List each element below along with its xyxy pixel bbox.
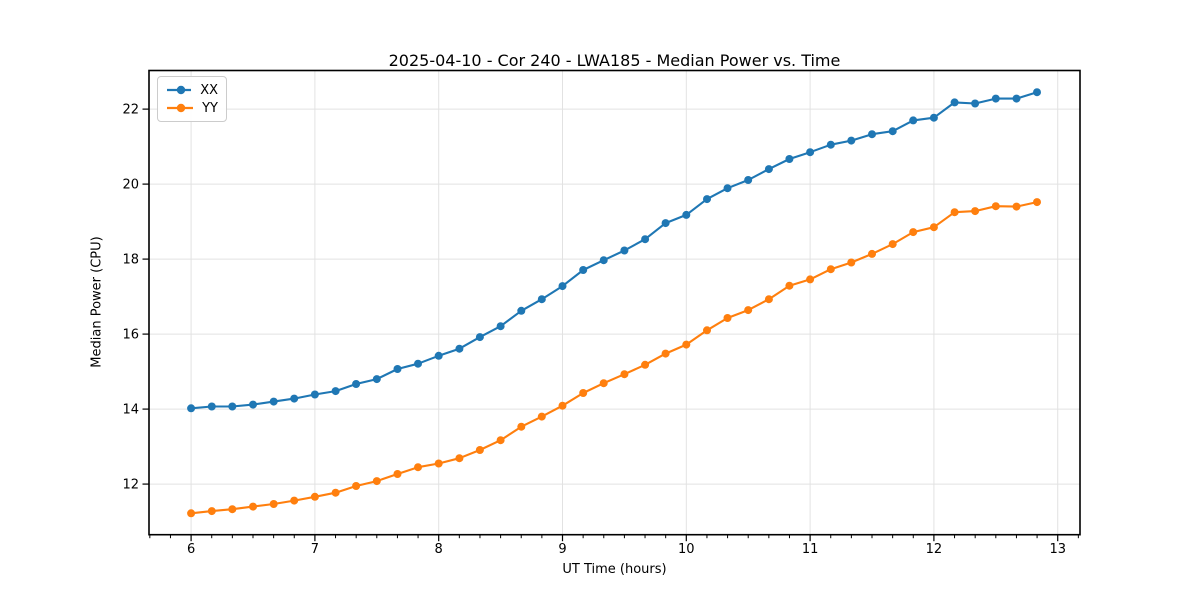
svg-text:18: 18 — [122, 253, 139, 268]
svg-text:6: 6 — [187, 542, 195, 557]
svg-text:10: 10 — [678, 542, 695, 557]
legend-line-marker-yy-icon — [167, 103, 194, 113]
svg-text:11: 11 — [802, 542, 819, 557]
legend-label-xx: XX — [200, 82, 218, 98]
legend-item-xx: XX — [166, 84, 218, 97]
svg-text:12: 12 — [926, 542, 943, 557]
svg-text:14: 14 — [122, 403, 139, 418]
svg-text:9: 9 — [558, 542, 566, 557]
legend-line-marker-xx-icon — [167, 85, 192, 95]
svg-text:16: 16 — [122, 328, 139, 343]
svg-text:22: 22 — [122, 103, 139, 118]
svg-text:8: 8 — [435, 542, 443, 557]
svg-text:13: 13 — [1049, 542, 1066, 557]
svg-text:20: 20 — [122, 178, 139, 193]
svg-text:12: 12 — [122, 478, 139, 493]
legend-label-yy: YY — [202, 100, 218, 116]
legend-item-yy: YY — [166, 102, 218, 115]
chart-title: 2025-04-10 - Cor 240 - LWA185 - Median P… — [388, 51, 841, 70]
legend: XX YY — [157, 76, 227, 122]
svg-text:7: 7 — [311, 542, 319, 557]
x-axis-label: UT Time (hours) — [562, 562, 667, 577]
